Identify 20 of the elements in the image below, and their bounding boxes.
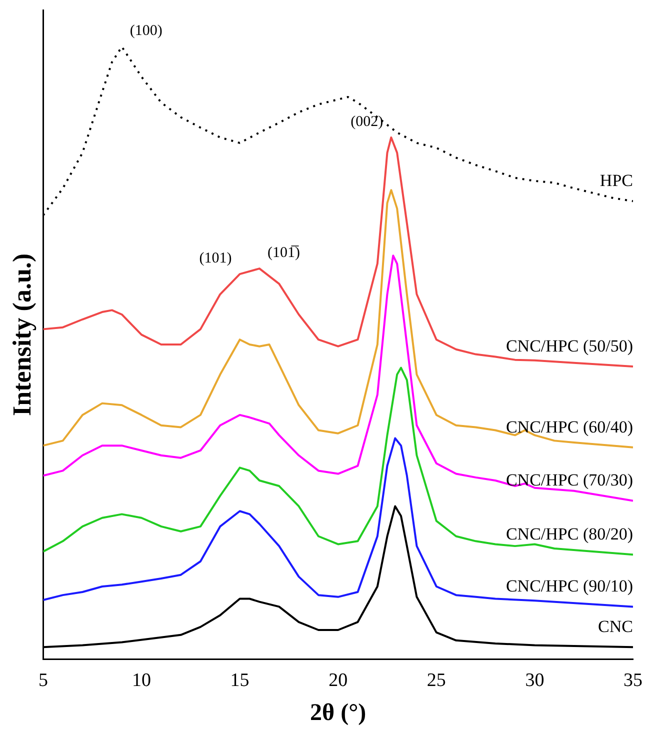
series-label: CNC/HPC (60/40) [506, 417, 633, 436]
annotation: (002) [350, 114, 384, 130]
x-tick-label: 20 [328, 670, 348, 691]
series-label: CNC/HPC (50/50) [506, 336, 633, 356]
annotation: (101̅) [267, 244, 300, 261]
series-label: CNC [598, 617, 633, 636]
series-label: HPC [600, 171, 633, 190]
series-label: CNC/HPC (90/10) [506, 576, 633, 596]
x-tick-label: 5 [38, 670, 48, 691]
x-tick-label: 30 [525, 670, 544, 691]
annotation: (101) [199, 250, 232, 266]
y-axis-title: Intensity (a.u.) [7, 253, 36, 416]
series-label: CNC/HPC (80/20) [506, 524, 633, 544]
series-label: CNC/HPC (70/30) [506, 470, 633, 490]
x-tick-label: 25 [426, 670, 446, 691]
x-tick-label: 10 [132, 670, 151, 691]
x-tick-label: 35 [624, 670, 642, 691]
x-axis-title: 2θ (°) [310, 700, 366, 726]
x-tick-label: 15 [230, 670, 250, 691]
annotation: (100) [130, 23, 162, 40]
